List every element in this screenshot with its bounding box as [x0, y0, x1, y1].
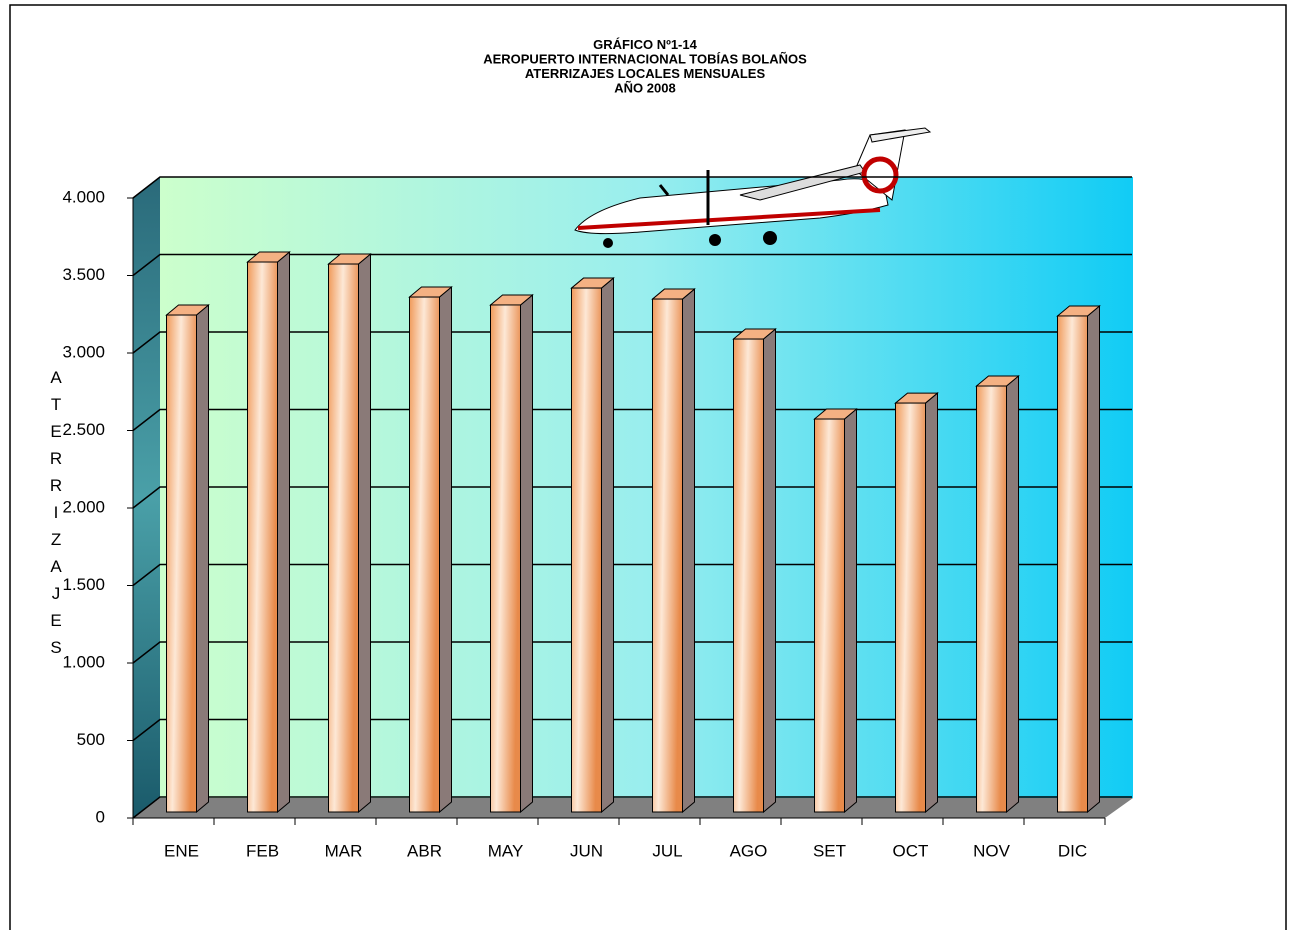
bar-side: [925, 391, 938, 814]
bar-side: [358, 252, 371, 814]
y-axis-label: ATERRIZAJES: [47, 368, 66, 665]
y-tick-label: 1.000: [62, 652, 105, 671]
bar: [733, 338, 764, 813]
bar: [895, 402, 926, 813]
grid-line: [132, 176, 1132, 199]
bar: [571, 287, 602, 813]
y-tick-label: 1.500: [62, 575, 105, 594]
bar-side: [601, 276, 614, 814]
bar-side: [520, 293, 533, 814]
y-tick-label: 500: [77, 730, 105, 749]
y-tick-label: 3.000: [62, 342, 105, 361]
y-tick-label: 4.000: [62, 187, 105, 206]
y-tick-label: 3.500: [62, 265, 105, 284]
chart-title: GRÁFICO Nº1-14: [593, 37, 697, 52]
grid-line: [132, 796, 1132, 819]
chart-title: AEROPUERTO INTERNACIONAL TOBÍAS BOLAÑOS: [483, 52, 807, 67]
x-tick-label: NOV: [973, 841, 1011, 860]
bar-side: [439, 285, 452, 814]
grid-line: [132, 563, 1132, 587]
y-tick-label: 2.000: [62, 497, 105, 516]
x-tick-label: JUL: [652, 841, 682, 860]
grid-line: [132, 718, 1132, 742]
x-tick-label: ENE: [164, 841, 199, 860]
bar: [976, 385, 1007, 813]
bar: [490, 304, 521, 813]
bar: [409, 296, 440, 813]
grid-line: [132, 408, 1132, 432]
x-tick-label: JUN: [570, 841, 603, 860]
bar-side: [763, 327, 776, 814]
bar: [247, 261, 278, 813]
bar: [328, 263, 359, 813]
bar-side: [196, 303, 209, 814]
bar-side: [277, 250, 290, 814]
bar: [814, 418, 845, 813]
y-tick-label: 0: [96, 807, 105, 826]
x-tick-label: MAY: [488, 841, 524, 860]
bar-side: [1006, 374, 1019, 814]
bar-side: [682, 287, 695, 814]
x-tick-label: SET: [813, 841, 846, 860]
y-tick-label: 2.500: [62, 420, 105, 439]
grid-line: [132, 331, 1132, 354]
chart-title: ATERRIZAJES LOCALES MENSUALES: [525, 66, 766, 81]
floor: [133, 798, 1133, 818]
grid-line: [132, 486, 1132, 509]
x-tick-label: OCT: [893, 841, 929, 860]
chart-title: AÑO 2008: [614, 81, 675, 96]
grid-line: [132, 253, 1132, 277]
bar: [652, 298, 683, 813]
x-tick-label: ABR: [407, 841, 442, 860]
bar-side: [1087, 304, 1100, 814]
grid-line: [132, 641, 1132, 664]
x-tick-label: AGO: [730, 841, 768, 860]
bar: [1057, 315, 1088, 813]
airplane: [574, 127, 932, 248]
bar-side: [844, 407, 857, 814]
x-tick-label: FEB: [246, 841, 279, 860]
x-tick-label: MAR: [325, 841, 363, 860]
bar: [166, 314, 197, 813]
x-tick-label: DIC: [1058, 841, 1087, 860]
